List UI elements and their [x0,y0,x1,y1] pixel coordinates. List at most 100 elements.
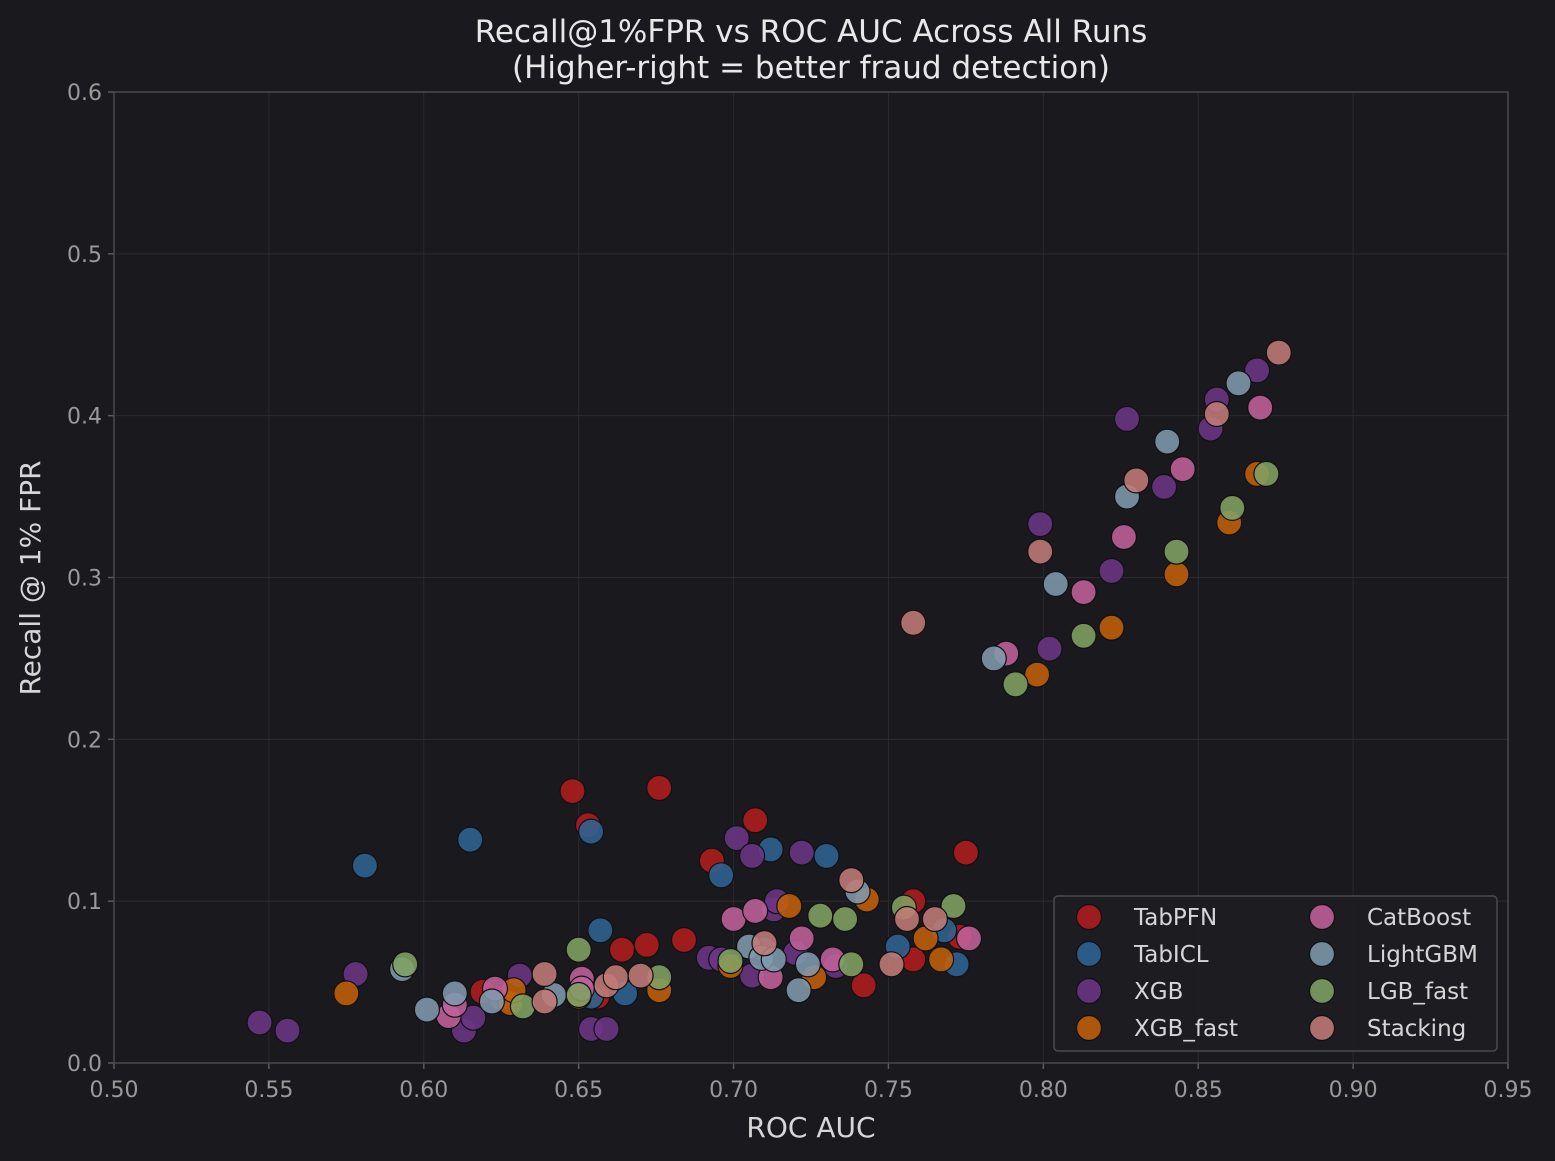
x-tick-label: 0.60 [399,1078,448,1103]
data-point [413,996,440,1023]
data-point [1265,339,1292,366]
data-point [1203,400,1230,428]
data-point [1243,357,1271,384]
data-point [838,866,865,894]
data-point [1023,661,1051,688]
legend-box [1053,895,1498,1052]
legend-marker [1308,977,1336,1005]
data-point [602,964,629,991]
data-point [850,972,877,999]
data-point [333,980,360,1007]
x-tick-label: 0.80 [1019,1078,1068,1103]
legend-label: TabICL [1133,942,1209,968]
data-point [893,905,921,933]
data-point [788,925,815,952]
data-point [1110,523,1138,551]
y-tick-label: 0.1 [67,890,102,915]
data-point [1154,428,1181,455]
data-point [717,947,744,975]
legend-marker [1075,1014,1103,1042]
x-tick-label: 0.55 [244,1078,293,1103]
legend: TabPFN TabICL XGB XGB_fast CatBoost LightGBM L… [1053,895,1498,1052]
x-axis-label: ROC AUC [746,1111,875,1144]
data-point [1042,570,1069,598]
data-point [838,951,865,978]
data-point [670,926,698,954]
data-point [1247,394,1274,421]
legend-marker [1075,903,1103,931]
data-point [1027,538,1054,565]
series-lgb-fast [392,460,1280,1020]
data-point [246,1009,273,1036]
data-point [531,960,558,988]
y-tick-label: 0.0 [67,1052,102,1077]
y-tick-label: 0.2 [67,728,102,753]
data-point [742,807,769,834]
data-point [274,1017,301,1044]
data-point [587,917,614,944]
data-point [708,862,735,889]
data-point [1150,473,1178,500]
legend-marker [1075,940,1103,968]
data-point [531,988,558,1015]
data-point [1027,510,1054,538]
data-point [921,905,949,933]
legend-marker [1308,940,1336,968]
data-point [1070,622,1097,649]
data-point [1098,557,1125,585]
data-point [1036,635,1063,662]
data-point [831,905,859,933]
legend-marker [1308,1014,1336,1042]
data-point [478,988,505,1015]
data-point [940,892,967,920]
x-tick-label: 0.75 [864,1078,913,1103]
data-point [633,931,660,959]
y-tick-label: 0.3 [67,567,102,592]
data-point [509,993,537,1020]
data-point [785,977,812,1004]
x-tick-label: 0.65 [554,1078,603,1103]
data-point [559,777,586,805]
data-point [927,946,955,973]
data-point [900,609,927,636]
data-point [1225,370,1252,397]
data-point [738,842,766,870]
legend-marker [1075,977,1103,1005]
data-point [751,930,778,957]
data-point [577,818,605,845]
data-point [807,902,834,929]
data-point [441,980,468,1007]
y-tick-label: 0.6 [67,81,102,106]
data-point [813,842,840,870]
y-tick-label: 0.4 [67,405,102,430]
data-point [1002,671,1029,698]
data-point [351,852,378,879]
data-point [608,936,636,963]
data-point [878,951,905,978]
chart-title: Recall@1%FPR vs ROC AUC Across All Runs [475,14,1148,50]
data-point [392,951,419,978]
data-point [794,951,822,978]
x-tick-label: 0.50 [90,1078,139,1103]
legend-label: TabPFN [1133,905,1217,931]
chart-subtitle: (Higher-right = better fraud detection) [512,50,1110,86]
data-point [788,839,815,866]
y-axis-label: Recall @ 1% FPR [14,460,47,695]
legend-label: Stacking [1367,1016,1466,1042]
data-point [593,1015,620,1043]
legend-marker [1308,903,1336,931]
data-point [952,839,980,866]
plot-frame [113,91,1509,1064]
data-point [646,774,673,802]
series-stacking [531,339,1292,1015]
legend-label: XGB [1134,979,1183,1005]
data-point [742,897,769,925]
data-point [1070,578,1097,606]
data-point [776,892,803,920]
x-tick-label: 0.90 [1329,1078,1378,1103]
data-point [457,826,484,853]
legend-label: CatBoost [1367,905,1471,931]
legend-label: LightGBM [1367,942,1478,968]
